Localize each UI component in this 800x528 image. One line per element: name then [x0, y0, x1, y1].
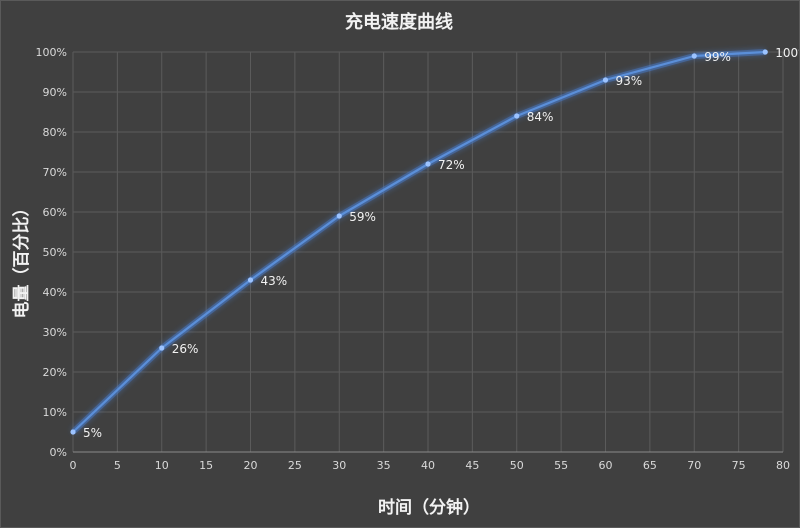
series-line-glow — [70, 49, 766, 435]
y-tick-label: 60% — [43, 206, 67, 219]
x-tick-label: 35 — [377, 459, 391, 472]
data-point — [514, 113, 520, 119]
data-label: 5% — [83, 426, 102, 440]
data-label: 59% — [349, 210, 376, 224]
x-tick-label: 70 — [687, 459, 701, 472]
data-point — [602, 77, 609, 83]
x-tick-label: 25 — [288, 459, 302, 472]
series-layer — [70, 49, 768, 435]
x-tick-label: 80 — [776, 459, 790, 472]
x-tick-label: 50 — [510, 459, 524, 472]
data-label: 100% — [775, 46, 799, 60]
y-tick-label: 30% — [43, 326, 67, 339]
data-point — [425, 161, 431, 167]
y-tick-label: 20% — [43, 366, 67, 379]
y-tick-label: 10% — [43, 406, 67, 419]
y-axis-title: 电量（百分比） — [11, 200, 32, 319]
y-tick-label: 80% — [43, 126, 67, 139]
x-tick-label: 20 — [244, 459, 258, 472]
x-tick-label: 15 — [199, 459, 213, 472]
data-label: 72% — [438, 158, 465, 172]
y-tick-label: 0% — [50, 446, 67, 459]
x-tick-label: 60 — [599, 459, 613, 472]
y-tick-label: 40% — [43, 286, 67, 299]
x-tick-label: 75 — [732, 459, 746, 472]
x-tick-label: 30 — [332, 459, 346, 472]
x-tick-label: 45 — [465, 459, 479, 472]
x-tick-label: 55 — [554, 459, 568, 472]
data-label: 99% — [704, 50, 731, 64]
x-tick-label: 40 — [421, 459, 435, 472]
data-label: 26% — [172, 342, 199, 356]
y-tick-label: 90% — [43, 86, 67, 99]
y-tick-label: 50% — [43, 246, 67, 259]
data-point — [247, 277, 254, 283]
y-tick-label: 70% — [43, 166, 67, 179]
x-axis-title: 时间（分钟） — [378, 497, 480, 518]
data-label: 43% — [261, 274, 288, 288]
data-label: 84% — [527, 110, 554, 124]
axis-layer: 0% 10% 20% 30% 40% 50% 60% 70% 80% 90% 100% 0 5 10 15 2… — [36, 46, 790, 472]
data-point — [762, 49, 768, 55]
series-line — [72, 50, 766, 433]
x-tick-label: 0 — [70, 459, 77, 472]
data-point — [336, 213, 342, 219]
data-point — [159, 345, 165, 351]
y-tick-label: 100% — [36, 46, 67, 59]
label-layer: 5% 26% 43% 59% 72% 84% 93% 99% 100% — [83, 46, 799, 440]
grid-layer — [72, 51, 784, 453]
data-point — [691, 53, 697, 59]
x-tick-label: 65 — [643, 459, 657, 472]
data-point — [70, 429, 76, 435]
x-tick-label: 10 — [155, 459, 169, 472]
x-tick-label: 5 — [114, 459, 121, 472]
data-label: 93% — [616, 74, 643, 88]
chart-title: 充电速度曲线 — [345, 11, 453, 33]
